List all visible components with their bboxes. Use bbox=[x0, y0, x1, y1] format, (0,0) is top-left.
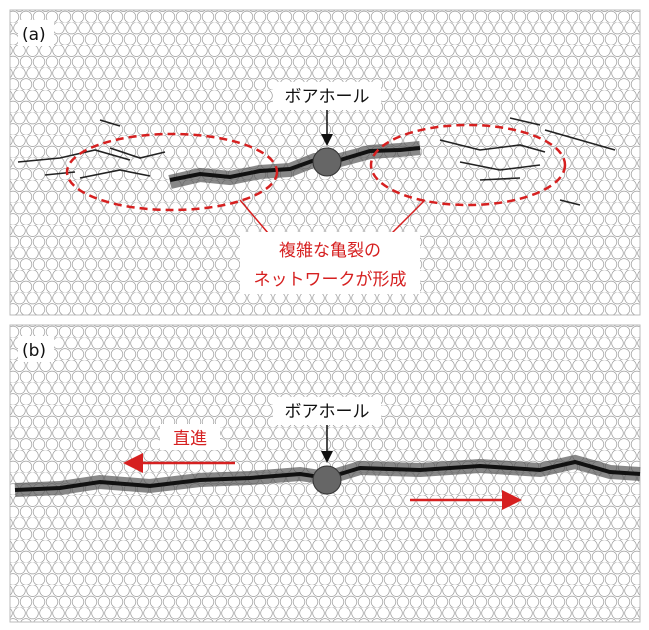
panel-label: (a) bbox=[22, 25, 46, 45]
borehole-label: ボアホール bbox=[285, 87, 370, 107]
borehole-label: ボアホール bbox=[285, 402, 370, 422]
panel-label: (b) bbox=[22, 341, 46, 361]
borehole bbox=[313, 148, 341, 176]
figure: (a) ボアホール 複雑な亀裂の ネットワークが形成 (b) ボアホール 直進 bbox=[0, 0, 649, 630]
borehole bbox=[313, 466, 341, 494]
annotation: 直進 bbox=[173, 429, 207, 449]
annotation: 複雑な亀裂の bbox=[279, 241, 381, 261]
panel-b: (b) ボアホール 直進 bbox=[10, 325, 640, 622]
panel-a: (a) ボアホール 複雑な亀裂の ネットワークが形成 bbox=[10, 10, 640, 315]
annotation: ネットワークが形成 bbox=[254, 270, 407, 290]
